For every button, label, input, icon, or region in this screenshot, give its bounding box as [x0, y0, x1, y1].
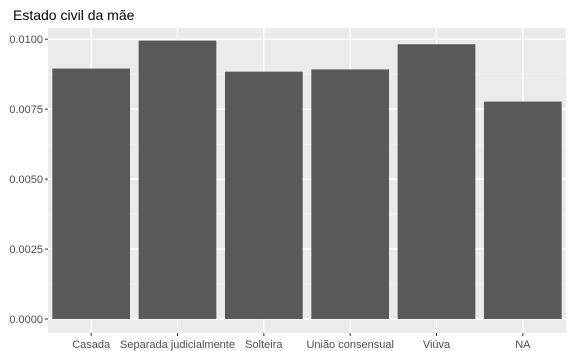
bar — [138, 40, 217, 320]
bar — [52, 68, 131, 320]
y-tick-label: 0.0075 — [9, 104, 43, 116]
x-tick-label: Separada judicialmente — [120, 339, 235, 351]
y-tick-label: 0.0050 — [9, 174, 43, 186]
plot-panel — [48, 28, 566, 333]
x-tick-label: Viúva — [423, 339, 451, 351]
x-tick-label: Solteira — [245, 339, 283, 351]
y-axis: 0.0000 0.0025 0.0050 0.0075 0.0100 — [9, 34, 48, 326]
bars — [52, 40, 562, 320]
bar — [224, 71, 303, 320]
x-tick-label: NA — [515, 339, 531, 351]
chart-title: Estado civil da mãe — [13, 7, 135, 23]
bar — [311, 69, 390, 320]
x-tick-label: Casada — [72, 339, 111, 351]
y-tick-label: 0.0000 — [9, 314, 43, 326]
bar — [483, 101, 562, 320]
x-axis: Casada Separada judicialmente Solteira Uniã… — [72, 333, 531, 351]
y-tick-label: 0.0025 — [9, 244, 43, 256]
y-tick-label: 0.0100 — [9, 34, 43, 46]
bar — [397, 44, 476, 320]
x-tick-label: União consensual — [306, 339, 393, 351]
